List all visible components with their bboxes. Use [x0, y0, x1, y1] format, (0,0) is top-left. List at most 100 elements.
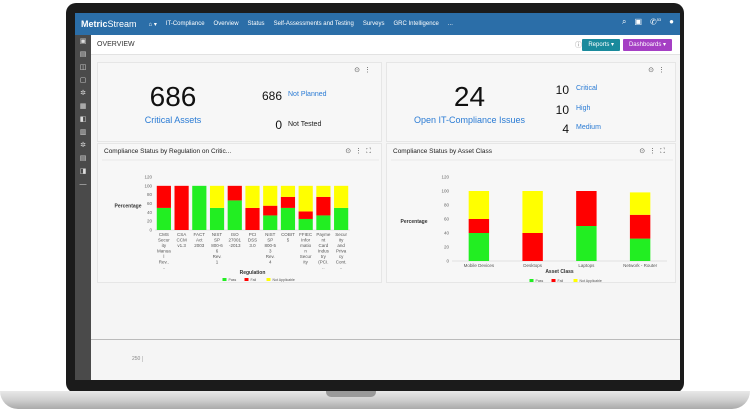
medium-link[interactable]: Medium: [576, 124, 601, 131]
nav-it-compliance[interactable]: IT-Compliance: [165, 21, 205, 27]
sidebar-icon-9[interactable]: ✲: [80, 142, 86, 149]
bar-fail: [280, 196, 296, 208]
bar-fail: [576, 191, 597, 226]
asset-class-chart: 0 20 40 60 80 100 120 Percentage Mobile Devices D…: [391, 159, 673, 283]
bar-pass: [298, 218, 313, 230]
legend-swatch: [222, 278, 227, 281]
panel-actions[interactable]: ⊙⋮⛶: [345, 148, 375, 155]
y-tick-label: 100: [144, 183, 152, 188]
panel-actions[interactable]: ⊙⋮⛶: [639, 148, 669, 155]
sidebar-icon-3[interactable]: ◫: [79, 64, 87, 71]
x-tick-label: NIST SP 800-6 6 Rev. 1: [211, 232, 223, 265]
x-axis-label: Regulation: [240, 270, 266, 276]
y-tick-label: 60: [444, 217, 450, 222]
y-tick-label: 60: [147, 201, 153, 206]
legend-label: Fail: [558, 279, 564, 283]
bar-not-applicable: [263, 185, 278, 206]
high-count: 10: [555, 103, 569, 117]
nav-surveys[interactable]: Surveys: [362, 21, 385, 27]
y-tick-label: 80: [444, 203, 450, 208]
user-icon[interactable]: ●: [669, 17, 674, 26]
home-menu[interactable]: ⌂ ▾: [148, 21, 157, 28]
legend-swatch: [244, 278, 249, 281]
notification-badge: 53: [656, 17, 662, 22]
critical-link[interactable]: Critical: [576, 85, 598, 92]
chart-title: Compliance Status by Regulation on Criti…: [104, 148, 232, 155]
legend-label: Not Applicable: [273, 278, 295, 282]
bar-fail: [522, 233, 543, 261]
sidebar-icon-10[interactable]: ▤: [79, 155, 87, 162]
bar-pass: [629, 238, 651, 261]
bar-not-applicable: [468, 191, 490, 219]
not-planned-link[interactable]: Not Planned: [288, 91, 327, 98]
sidebar-icon-2[interactable]: ▤: [79, 51, 87, 58]
dashboards-button[interactable]: Dashboards ▾: [622, 39, 672, 51]
page-header: OVERVIEW ⓘ Reports ▾ Dashboards ▾: [91, 35, 680, 55]
bar-fail: [245, 207, 260, 230]
reports-button[interactable]: Reports ▾: [582, 39, 620, 51]
help-icon[interactable]: ⓘ: [575, 42, 582, 49]
sidebar-icon-8[interactable]: ▥: [79, 129, 87, 136]
critical-assets-label[interactable]: Critical Assets: [144, 115, 202, 125]
x-tick-label: FACT Act 2003: [194, 232, 206, 248]
laptop-notch: [326, 391, 376, 397]
not-tested-label: Not Tested: [288, 121, 322, 128]
bar-fail: [263, 205, 278, 216]
x-tick-label: Payme nt Card Indus try (PCI...: [316, 232, 331, 270]
x-tick-label: FFIEC Infor matio n Secur ity: [299, 232, 313, 265]
critical-count: 10: [555, 83, 569, 97]
open-issues-label[interactable]: Open IT-Compliance Issues: [413, 115, 526, 125]
panel-actions[interactable]: ⊙⋮: [354, 67, 375, 74]
calendar-icon[interactable]: ▣: [634, 17, 642, 26]
bar-not-applicable: [280, 185, 296, 197]
divider: [91, 339, 680, 340]
bar-pass: [227, 200, 242, 230]
bar-fail: [468, 219, 490, 233]
high-link[interactable]: High: [576, 105, 591, 112]
y-tick-label: 20: [147, 219, 153, 224]
bar-not-applicable: [316, 185, 331, 197]
sidebar-icon-7[interactable]: ◧: [79, 116, 87, 123]
top-nav: MetricStream ⌂ ▾ IT-Compliance Overview …: [75, 13, 680, 35]
x-tick-label: CSA CCM v1.3: [176, 232, 186, 248]
bar-fail: [174, 185, 189, 230]
legend-label: Fail: [251, 278, 257, 282]
bar-pass: [209, 207, 225, 230]
gear-icon[interactable]: ✲: [80, 90, 86, 97]
nav-overview[interactable]: Overview: [213, 21, 239, 27]
more-icon[interactable]: —: [79, 181, 87, 188]
y-axis-label: Percentage: [401, 219, 428, 225]
legend-label: Pass: [229, 278, 237, 282]
bar-not-applicable: [629, 192, 651, 215]
app-screen: MetricStream ⌂ ▾ IT-Compliance Overview …: [75, 13, 680, 380]
nav-more[interactable]: ...: [447, 21, 453, 27]
sidebar-icon-11[interactable]: ◨: [79, 168, 87, 175]
search-icon[interactable]: ⌕: [621, 17, 627, 26]
nav-grc-intelligence[interactable]: GRC Intelligence: [393, 21, 439, 27]
x-tick-label: Mobile Devices: [464, 263, 495, 268]
phone-icon[interactable]: ✆53: [650, 17, 662, 27]
open-issues-panel: ⊙⋮ 24 Open IT-Compliance Issues 10 Criti…: [386, 62, 676, 142]
panel-actions[interactable]: ⊙⋮: [648, 67, 669, 74]
bar-fail: [316, 196, 331, 216]
critical-assets-value: 686: [149, 81, 197, 112]
nav-self-assessments[interactable]: Self-Assessments and Testing: [273, 21, 354, 27]
y-tick-label: 100: [441, 189, 449, 194]
y-axis-label: Percentage: [115, 204, 142, 210]
y-tick-label: 40: [147, 210, 153, 215]
bar-not-applicable: [209, 185, 225, 208]
x-tick-label: COBIT 5: [281, 232, 295, 243]
bar-pass: [192, 185, 207, 230]
open-issues-value: 24: [453, 81, 486, 112]
logo[interactable]: MetricStream: [81, 19, 137, 29]
bar-not-applicable: [522, 191, 543, 233]
bar-pass: [334, 207, 349, 230]
bar-pass: [468, 233, 490, 261]
bar-not-applicable: [334, 185, 349, 208]
sidebar-icon-1[interactable]: ▣: [79, 38, 87, 45]
sidebar-icon-4[interactable]: ▢: [79, 77, 87, 84]
sidebar-icon-6[interactable]: ▦: [79, 103, 87, 110]
bar-not-applicable: [245, 185, 260, 208]
not-planned-count: 686: [261, 89, 282, 103]
nav-status[interactable]: Status: [247, 21, 265, 27]
